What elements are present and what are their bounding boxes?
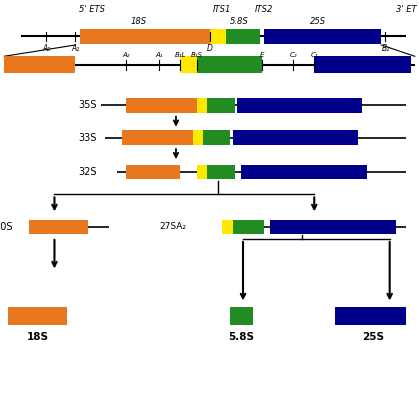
Text: 20S: 20S <box>0 222 13 232</box>
Bar <box>270 220 396 234</box>
Bar <box>8 307 67 325</box>
Bar <box>335 307 406 325</box>
Text: C₁: C₁ <box>310 52 318 58</box>
Text: A₂: A₂ <box>122 52 129 58</box>
Text: 5.8S: 5.8S <box>230 17 248 26</box>
Bar <box>197 98 207 113</box>
Text: 25S: 25S <box>362 332 384 342</box>
Bar <box>233 130 358 145</box>
Bar <box>222 220 233 234</box>
Text: E: E <box>260 52 264 58</box>
Bar <box>80 28 210 44</box>
Bar <box>241 165 367 179</box>
Text: 5' ETS: 5' ETS <box>79 5 105 14</box>
Text: A₁: A₁ <box>155 52 163 58</box>
Bar <box>122 130 193 145</box>
Text: 33S: 33S <box>78 133 96 143</box>
Bar <box>4 56 75 73</box>
Text: 5.8S: 5.8S <box>228 332 254 342</box>
Bar <box>207 98 235 113</box>
Bar <box>197 165 207 179</box>
Text: B₂: B₂ <box>381 44 390 53</box>
Bar <box>180 56 197 73</box>
Bar <box>29 220 88 234</box>
Bar <box>264 28 381 44</box>
Text: A₀: A₀ <box>42 44 50 53</box>
Text: ITS1: ITS1 <box>213 5 231 14</box>
Bar <box>203 130 230 145</box>
Bar <box>207 165 235 179</box>
Bar <box>193 130 203 145</box>
Text: 18S: 18S <box>27 332 49 342</box>
Text: A₁: A₁ <box>71 44 80 53</box>
Bar <box>230 307 253 325</box>
Text: B₁L: B₁L <box>174 52 186 58</box>
Bar <box>197 56 262 73</box>
Text: 3' ET: 3' ET <box>396 5 417 14</box>
Bar <box>233 220 264 234</box>
Text: ITS2: ITS2 <box>255 5 273 14</box>
Text: 35S: 35S <box>78 100 96 110</box>
Bar <box>126 98 197 113</box>
Text: 18S: 18S <box>130 17 146 26</box>
Bar <box>210 28 226 44</box>
Bar <box>126 165 180 179</box>
Text: B₁S: B₁S <box>191 52 203 58</box>
Bar <box>314 56 411 73</box>
Text: 27SA₂: 27SA₂ <box>160 222 186 231</box>
Bar <box>237 98 362 113</box>
Bar <box>226 28 260 44</box>
Text: D: D <box>207 44 212 53</box>
Text: 32S: 32S <box>78 167 96 177</box>
Text: 25S: 25S <box>310 17 326 26</box>
Text: C₂: C₂ <box>290 52 297 58</box>
